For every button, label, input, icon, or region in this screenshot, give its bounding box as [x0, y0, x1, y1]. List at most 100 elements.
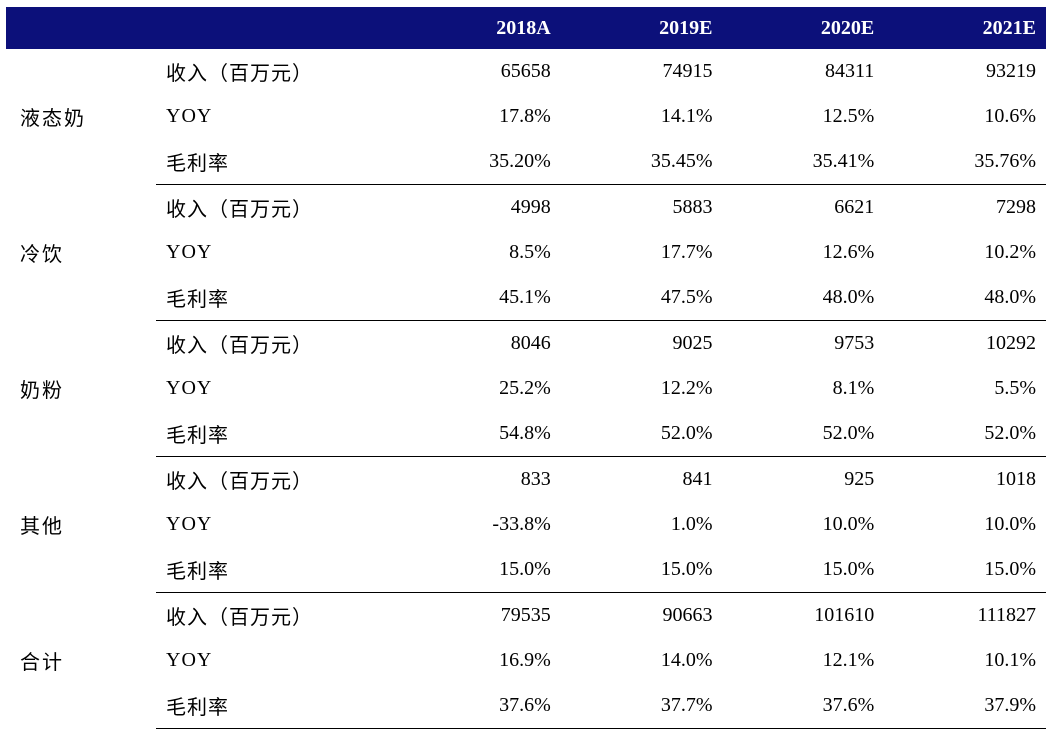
metric-label: 收入（百万元） [166, 199, 313, 222]
value-cell: 52.0% [884, 411, 1046, 458]
value-cell: 17.8% [499, 105, 551, 128]
metric-label: YOY [166, 377, 213, 400]
segment-label: 冷饮 [20, 244, 64, 267]
table-row: 奶粉 收入（百万元） 8046 9025 9753 10292 [6, 321, 1046, 402]
header-year-2019e: 2019E [659, 16, 713, 39]
value-cell: 10292 [986, 332, 1036, 355]
header-blank-cell [6, 7, 156, 49]
value-cell: 93219 [986, 60, 1036, 83]
segment-label: 奶粉 [20, 380, 64, 403]
value-cell: 12.1% [822, 649, 875, 671]
value-cell: 111827 [977, 603, 1036, 626]
value-cell: 6621 [834, 196, 875, 219]
value-cell: 35.20% [399, 139, 561, 186]
table-row: 其他 收入（百万元） 833 841 925 1018 [6, 457, 1046, 538]
table-row: YOY 17.8% 14.1% 12.5% 10.6% [6, 94, 1046, 139]
value-cell: 1018 [996, 468, 1036, 491]
value-cell: 10.6% [984, 105, 1036, 128]
value-cell: 79535 [500, 603, 551, 626]
forecast-table-container: 2018A 2019E 2020E 2021E 液态奶 收入（百万元） 6565… [6, 7, 1046, 729]
value-cell: 54.8% [399, 411, 561, 458]
value-cell: 10.0% [984, 513, 1036, 536]
value-cell: 35.45% [560, 139, 723, 186]
value-cell: 9753 [834, 332, 875, 355]
value-cell: 101610 [814, 603, 875, 626]
header-year-2021e: 2021E [982, 16, 1036, 39]
metric-label: YOY [166, 105, 213, 128]
value-cell: 12.2% [660, 377, 713, 400]
value-cell: 52.0% [560, 411, 723, 458]
metric-label: 收入（百万元） [166, 335, 313, 358]
value-cell: 8.1% [832, 377, 875, 400]
value-cell: 5.5% [994, 377, 1036, 400]
table-row: YOY -33.8% 1.0% 10.0% 10.0% [6, 502, 1046, 547]
value-cell: 84311 [824, 60, 875, 83]
metric-label: 收入（百万元） [166, 606, 313, 629]
value-cell: -33.8% [492, 513, 551, 536]
table-row: YOY 16.9% 14.0% 12.1% 10.1% [6, 638, 1046, 683]
value-cell: 15.0% [560, 547, 723, 594]
table-row: 毛利率 37.6% 37.7% 37.6% 37.9% [6, 683, 1046, 729]
value-cell: 74915 [662, 60, 713, 83]
value-cell: 15.0% [399, 547, 561, 594]
value-cell: 37.6% [722, 683, 885, 729]
value-cell: 15.0% [884, 547, 1046, 594]
value-cell: 841 [682, 468, 713, 491]
value-cell: 9025 [672, 332, 713, 355]
header-year-2020e: 2020E [820, 16, 875, 39]
value-cell: 4998 [510, 196, 551, 219]
value-cell: 925 [844, 468, 875, 491]
value-cell: 65658 [500, 60, 551, 83]
metric-label: 毛利率 [156, 411, 399, 458]
value-cell: 47.5% [560, 275, 723, 322]
value-cell: 48.0% [884, 275, 1046, 322]
metric-label: YOY [166, 649, 213, 671]
value-cell: 14.0% [660, 649, 713, 671]
value-cell: 12.6% [822, 241, 875, 264]
value-cell: 48.0% [722, 275, 885, 322]
table-row: 毛利率 35.20% 35.45% 35.41% 35.76% [6, 139, 1046, 186]
table-row: 毛利率 54.8% 52.0% 52.0% 52.0% [6, 411, 1046, 458]
table-row: YOY 8.5% 17.7% 12.6% 10.2% [6, 230, 1046, 275]
value-cell: 14.1% [660, 105, 713, 128]
value-cell: 833 [520, 468, 551, 491]
value-cell: 35.76% [884, 139, 1046, 186]
metric-label: 收入（百万元） [166, 471, 313, 494]
metric-label: 毛利率 [156, 275, 399, 322]
header-year-2018a: 2018A [496, 16, 551, 39]
header-blank-cell [156, 7, 399, 49]
header-row: 2018A 2019E 2020E 2021E [6, 7, 1046, 49]
value-cell: 37.7% [560, 683, 723, 729]
value-cell: 35.41% [722, 139, 885, 186]
value-cell: 5883 [672, 196, 713, 219]
table-row: 液态奶 收入（百万元） 65658 74915 84311 93219 [6, 49, 1046, 130]
table-row: 合计 收入（百万元） 79535 90663 101610 111827 [6, 593, 1046, 674]
value-cell: 10.2% [984, 241, 1036, 264]
value-cell: 12.5% [822, 105, 875, 128]
value-cell: 90663 [662, 603, 713, 626]
value-cell: 8.5% [509, 241, 551, 264]
table-row: 毛利率 45.1% 47.5% 48.0% 48.0% [6, 275, 1046, 322]
metric-label: 收入（百万元） [166, 63, 313, 86]
value-cell: 17.7% [660, 241, 713, 264]
segment-forecast-table: 2018A 2019E 2020E 2021E 液态奶 收入（百万元） 6565… [6, 7, 1046, 729]
segment-label: 其他 [20, 516, 64, 539]
metric-label: 毛利率 [156, 683, 399, 729]
value-cell: 37.6% [399, 683, 561, 729]
value-cell: 8046 [510, 332, 551, 355]
value-cell: 15.0% [722, 547, 885, 594]
value-cell: 52.0% [722, 411, 885, 458]
table-row: 冷饮 收入（百万元） 4998 5883 6621 7298 [6, 185, 1046, 266]
metric-label: 毛利率 [156, 139, 399, 186]
value-cell: 10.0% [822, 513, 875, 536]
table-body: 液态奶 收入（百万元） 65658 74915 84311 93219 YOY … [6, 49, 1046, 729]
table-row: YOY 25.2% 12.2% 8.1% 5.5% [6, 366, 1046, 411]
segment-label: 合计 [20, 652, 64, 674]
metric-label: 毛利率 [156, 547, 399, 594]
table-header: 2018A 2019E 2020E 2021E [6, 7, 1046, 49]
value-cell: 37.9% [884, 683, 1046, 729]
value-cell: 10.1% [984, 649, 1036, 671]
segment-label: 液态奶 [20, 108, 86, 131]
value-cell: 16.9% [499, 649, 551, 671]
value-cell: 7298 [996, 196, 1036, 219]
